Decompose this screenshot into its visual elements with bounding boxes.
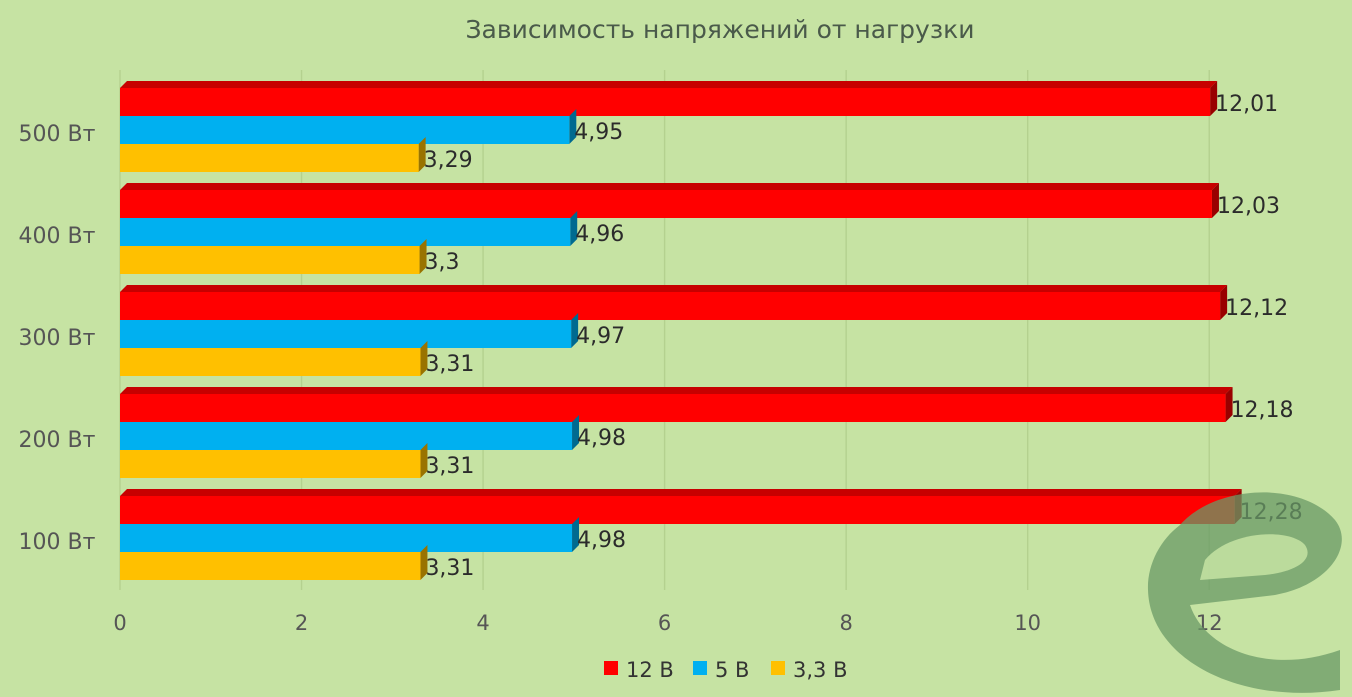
bar-front-face <box>120 144 419 172</box>
category-label: 200 Вт <box>19 428 96 453</box>
bar-1-2 <box>120 313 579 348</box>
bar-front-face <box>120 394 1226 422</box>
data-label: 12,12 <box>1225 296 1288 321</box>
bar-front-face <box>120 348 421 376</box>
bar-side-face <box>418 137 426 172</box>
category-label: 300 Вт <box>19 326 96 351</box>
bar-side-face <box>420 443 428 478</box>
bar-2-4 <box>120 545 428 580</box>
bar-side-face <box>1210 81 1218 116</box>
bar-front-face <box>120 552 421 580</box>
data-label: 12,03 <box>1217 194 1280 219</box>
bar-side-face <box>572 415 580 450</box>
bar-top-face <box>120 387 1233 394</box>
legend-item: 5 В <box>693 658 749 682</box>
bar-2-0 <box>120 137 426 172</box>
x-tick-label: 8 <box>839 611 852 635</box>
data-label: 3,31 <box>425 454 474 479</box>
legend-item: 3,3 В <box>771 658 847 682</box>
bar-side-face <box>420 545 428 580</box>
bar-front-face <box>120 496 1235 524</box>
x-tick-label: 10 <box>1014 611 1041 635</box>
bar-top-face <box>120 489 1242 496</box>
category-label: 500 Вт <box>19 122 96 147</box>
watermark-logo <box>1147 492 1342 693</box>
bar-side-face <box>571 313 579 348</box>
x-tick-label: 0 <box>113 611 126 635</box>
bar-front-face <box>120 88 1211 116</box>
bar-2-1 <box>120 239 427 274</box>
bar-0-4 <box>120 489 1242 524</box>
logo-inner <box>1200 534 1308 580</box>
x-tick-label: 6 <box>658 611 671 635</box>
legend-swatch <box>693 661 707 675</box>
data-label: 4,96 <box>575 222 624 247</box>
category-label: 100 Вт <box>19 530 96 555</box>
x-tick-label: 4 <box>476 611 489 635</box>
category-label: 400 Вт <box>19 224 96 249</box>
bar-0-0 <box>120 81 1218 116</box>
bar-side-face <box>569 109 577 144</box>
data-label: 3,29 <box>424 148 473 173</box>
bar-1-0 <box>120 109 577 144</box>
bar-0-1 <box>120 183 1219 218</box>
bar-front-face <box>120 190 1212 218</box>
legend-label: 5 В <box>715 658 749 682</box>
data-label: 4,98 <box>577 426 626 451</box>
bar-front-face <box>120 450 421 478</box>
bar-1-3 <box>120 415 580 450</box>
bar-top-face <box>120 183 1219 190</box>
legend-label: 3,3 В <box>793 658 847 682</box>
bar-front-face <box>120 246 420 274</box>
bar-front-face <box>120 116 570 144</box>
data-label: 3,31 <box>425 556 474 581</box>
bar-side-face <box>419 239 427 274</box>
bar-side-face <box>1211 183 1219 218</box>
bars <box>120 81 1242 580</box>
bar-front-face <box>120 422 573 450</box>
legend-swatch <box>771 661 785 675</box>
data-label: 3,3 <box>425 250 460 275</box>
data-label: 12,18 <box>1231 398 1294 423</box>
bar-1-4 <box>120 517 580 552</box>
data-label: 12,01 <box>1215 92 1278 117</box>
bar-top-face <box>120 285 1228 292</box>
data-label: 3,31 <box>425 352 474 377</box>
bar-2-2 <box>120 341 428 376</box>
legend: 12 В 5 В 3,3 В <box>604 658 847 682</box>
bar-0-2 <box>120 285 1228 320</box>
bar-side-face <box>570 211 578 246</box>
data-label: 4,98 <box>577 528 626 553</box>
data-label: 4,97 <box>576 324 625 349</box>
bar-top-face <box>120 81 1218 88</box>
bar-front-face <box>120 320 572 348</box>
bar-2-3 <box>120 443 428 478</box>
legend-item: 12 В <box>604 658 674 682</box>
bar-front-face <box>120 524 573 552</box>
bar-front-face <box>120 292 1221 320</box>
chart-title: Зависимость напряжений от нагрузки <box>466 15 975 44</box>
bar-front-face <box>120 218 571 246</box>
legend-swatch <box>604 661 618 675</box>
bar-side-face <box>420 341 428 376</box>
labels: 500 Вт 12,01 4,95 3,29 400 Вт 12,03 4,96 3,3 300… <box>19 92 1303 581</box>
x-tick-label: 2 <box>295 611 308 635</box>
bar-side-face <box>1220 285 1228 320</box>
data-label: 4,95 <box>574 120 623 145</box>
bar-1-1 <box>120 211 578 246</box>
bar-side-face <box>1225 387 1233 422</box>
legend-label: 12 В <box>626 658 674 682</box>
bar-0-3 <box>120 387 1233 422</box>
bar-side-face <box>572 517 580 552</box>
